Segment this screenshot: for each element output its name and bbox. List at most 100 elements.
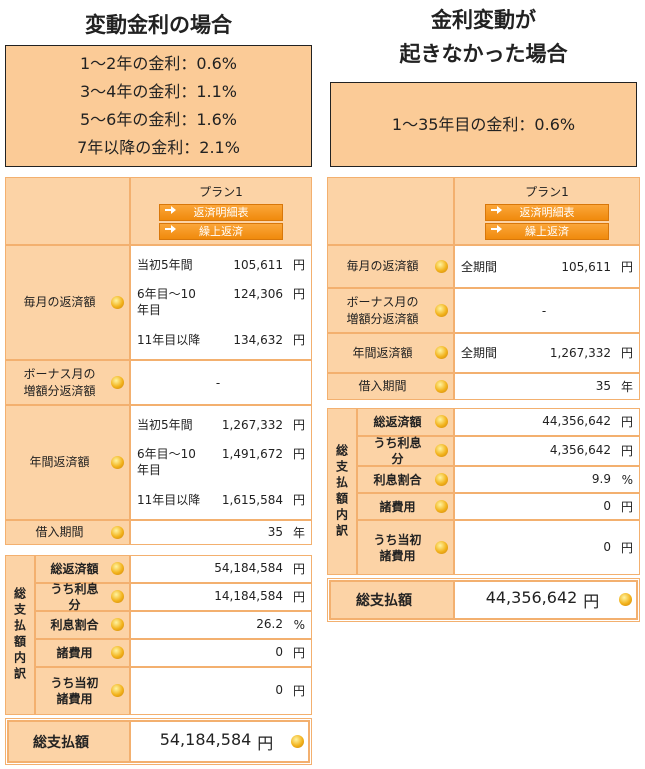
single: 54,184,584 円 — [131, 730, 308, 754]
rate-line: 1～35年目の金利：0.6% — [391, 114, 576, 134]
amount: 124,306 — [233, 287, 283, 302]
label-text: 総支払額 — [33, 734, 89, 751]
amount: 4,356,642 — [549, 443, 611, 457]
title-line: 起きなかった場合 — [399, 42, 568, 66]
row-label: 借入期間 — [5, 520, 130, 545]
title-line: 変動金利の場合 — [85, 13, 232, 37]
row-value: 9.9% — [454, 466, 640, 493]
amount: 9.9 — [591, 471, 611, 486]
label-text: 毎月の返済額 — [23, 295, 96, 309]
single: 14,184,584 円 — [131, 589, 311, 605]
period: 当初5年間 — [137, 417, 193, 432]
amount: 44,356,642 — [485, 588, 578, 607]
amount: 26.2 — [256, 617, 283, 631]
arrow-icon — [491, 224, 502, 233]
help-icon — [111, 646, 124, 659]
plan-button[interactable]: 繰上返済 — [159, 222, 283, 240]
row-label: 諸費用 — [357, 493, 454, 520]
label-text: 総返済額 — [373, 415, 422, 429]
breakdown-title-text: 総支払額内訳 — [334, 443, 349, 540]
plan-name: プラン1 — [199, 184, 243, 199]
total-row: 総支払額 44,356,642 円 — [327, 578, 640, 622]
label-text: うち利息分 — [373, 436, 422, 466]
single: 54,184,584 円 — [131, 561, 311, 577]
arrow-icon — [165, 205, 176, 214]
period: 当初5年間 — [137, 257, 193, 272]
unit: 円 — [620, 540, 633, 555]
rate-box: 1～35年目の金利：0.6% — [330, 82, 637, 167]
single: - — [455, 304, 639, 318]
row-label: 総返済額 — [357, 408, 454, 436]
amount: 35 — [267, 524, 283, 539]
label-text: 利息割合 — [50, 618, 99, 632]
period: 6年目～10年目 — [137, 287, 196, 318]
amount: 1,267,332 — [221, 417, 283, 432]
header-label — [327, 177, 454, 245]
unit: % — [621, 472, 633, 487]
row-value: 4,356,642 円 — [454, 436, 640, 466]
rate-line: 7年以降の金利：2.1% — [77, 138, 240, 157]
help-icon — [435, 346, 448, 359]
plan-button[interactable]: 返済明細表 — [485, 203, 609, 221]
rate-box: 1～2年の金利：0.6% 3～4年の金利：1.1% 5～6年の金利：1.6% 7年以降… — [5, 45, 312, 167]
row-value: 当初5年間 105,611 円 6年目～10年目 124,306 円 11年目以降 134,6… — [130, 245, 312, 360]
row-label: 利息割合 — [35, 611, 130, 639]
amount: 44,356,642 — [542, 414, 611, 428]
row-label: 年間返済額 — [327, 333, 454, 373]
plan-button[interactable]: 返済明細表 — [159, 203, 283, 221]
single: - — [131, 376, 311, 390]
help-icon — [435, 303, 448, 317]
plan-name: プラン1 — [525, 184, 569, 199]
unit: 円 — [620, 346, 633, 360]
row-label: 年間返済額 — [5, 405, 130, 520]
help-icon — [435, 499, 448, 513]
unit: 円 — [292, 287, 305, 302]
period: 全期間 — [461, 346, 498, 360]
rate-line: 3～4年の金利：1.1% — [79, 82, 237, 101]
unit: % — [293, 618, 305, 632]
row-value: 35 年 — [130, 520, 312, 545]
row-label: うち当初諸費用 — [357, 520, 454, 575]
section-title: 変動金利の場合 — [5, 8, 312, 78]
help-icon — [111, 375, 124, 389]
total-value: 44,356,642 円 — [454, 581, 637, 619]
amount: 0 — [603, 539, 611, 554]
single: 44,356,642 円 — [455, 414, 639, 430]
unit: 円 — [292, 257, 305, 272]
unit: 円 — [583, 592, 600, 611]
amount: 1,491,672 — [221, 447, 283, 462]
breakdown-title-text: 総支払額内訳 — [12, 587, 27, 683]
item: 当初5年間 105,611 円 — [137, 257, 305, 273]
amount: 105,611 — [233, 257, 283, 272]
amount: 0 — [603, 498, 611, 513]
label-text: 利息割合 — [373, 472, 422, 487]
help-icon — [619, 593, 632, 606]
label-text: うち当初諸費用 — [50, 676, 99, 706]
amount: 1,615,584 — [221, 493, 283, 508]
row-value: - — [454, 288, 640, 333]
unit: 円 — [620, 259, 633, 274]
unit: 円 — [292, 417, 305, 432]
help-icon — [111, 295, 124, 309]
single: 9.9% — [455, 472, 639, 488]
help-icon — [435, 379, 448, 393]
help-icon — [111, 684, 124, 697]
amount: - — [215, 375, 221, 390]
label-text: ボーナス月の増額分返済額 — [346, 294, 419, 326]
plan-button[interactable]: 繰上返済 — [485, 222, 609, 240]
help-icon — [435, 415, 448, 428]
row-label: 毎月の返済額 — [5, 245, 130, 360]
help-icon — [291, 734, 304, 748]
amount: 1,267,332 — [549, 346, 611, 360]
item: 6年目～10年目 124,306 円 — [137, 286, 305, 318]
help-icon — [111, 525, 124, 539]
row-label: 毎月の返済額 — [327, 245, 454, 288]
help-icon — [435, 472, 448, 486]
item: 11年目以降 134,632 円 — [137, 332, 305, 348]
unit: 円 — [292, 684, 305, 698]
breakdown-title: 総支払額内訳 — [5, 555, 35, 715]
